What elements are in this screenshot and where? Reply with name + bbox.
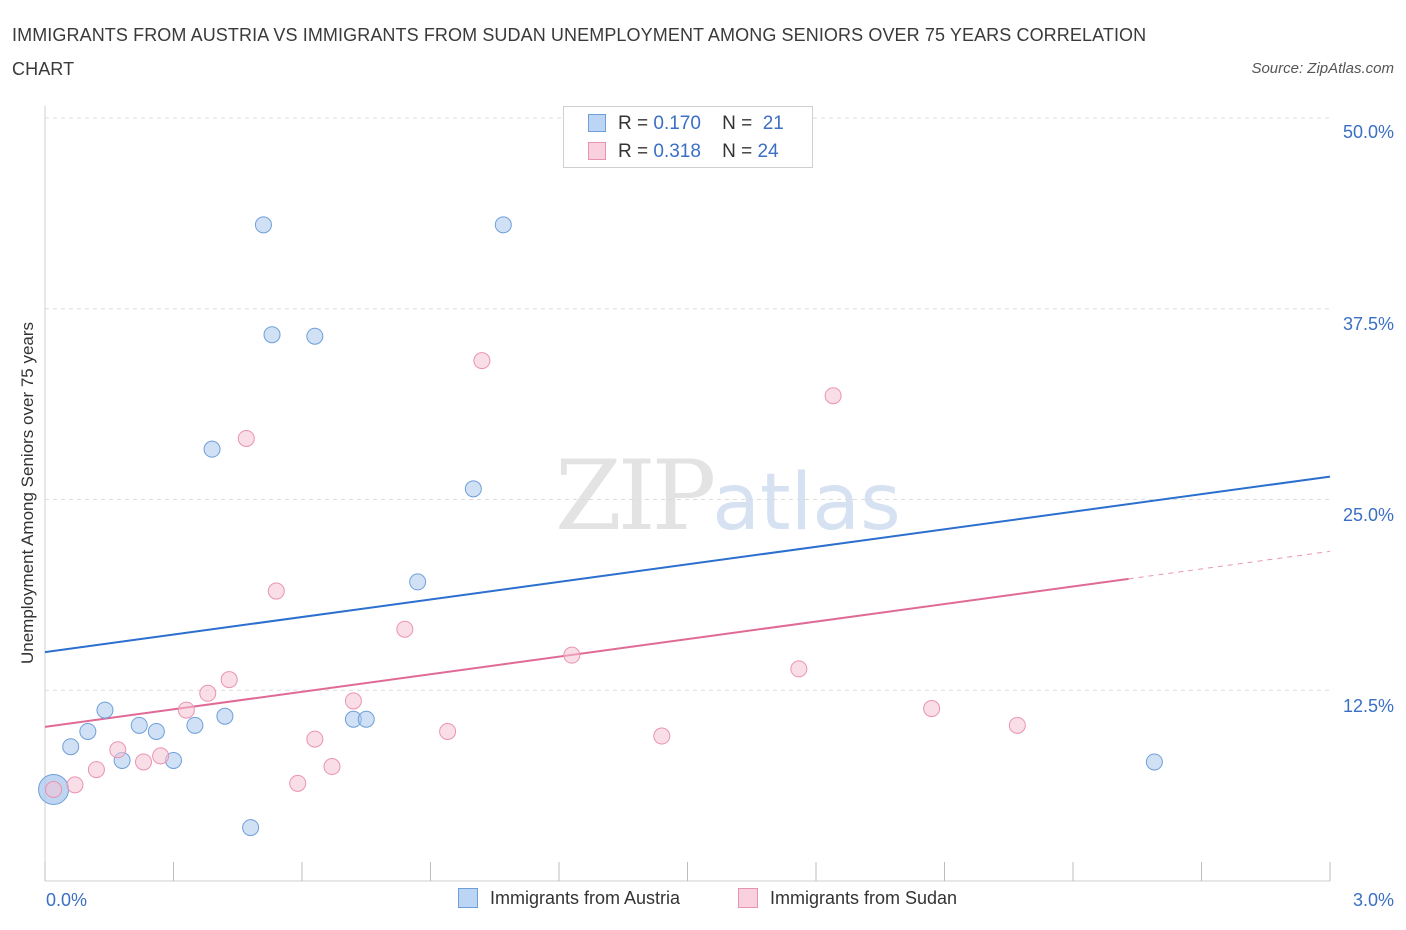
data-point-0-5 <box>130 716 148 734</box>
data-point-0-3 <box>96 701 114 719</box>
data-point-1-0 <box>45 780 63 798</box>
data-points <box>38 216 1163 837</box>
chart-title: IMMIGRANTS FROM AUSTRIA VS IMMIGRANTS FR… <box>12 25 1147 79</box>
data-point-1-15 <box>396 620 414 638</box>
legend-n-value: 24 <box>757 141 779 162</box>
data-point-0-18 <box>464 480 482 498</box>
y-tick-label-50: 50.0% <box>1342 122 1394 142</box>
data-point-0-2 <box>79 722 97 740</box>
data-point-1-3 <box>109 741 127 759</box>
x-tick-label-max: 3.0% <box>1352 890 1394 910</box>
data-point-1-17 <box>473 352 491 370</box>
data-point-1-23 <box>1008 716 1026 734</box>
legend-r-value: 0.318 <box>653 141 701 162</box>
series-swatch-austria <box>458 888 478 908</box>
data-point-0-17 <box>409 573 427 591</box>
watermark-main: ZIP <box>555 440 716 552</box>
legend-r-label: R = <box>618 141 649 162</box>
data-point-1-22 <box>923 700 941 718</box>
data-point-0-11 <box>242 819 260 837</box>
data-point-1-2 <box>87 761 105 779</box>
data-point-0-16 <box>357 710 375 728</box>
data-point-1-13 <box>323 758 341 776</box>
legend-swatch-austria <box>588 114 606 132</box>
data-point-0-13 <box>263 326 281 344</box>
source-label: Source: ZipAtlas.com <box>1251 60 1394 77</box>
data-point-0-12 <box>254 216 272 234</box>
series-swatch-sudan <box>738 888 758 908</box>
stats-legend: R = 0.170 N = 21 R = 0.318 N = 24 <box>563 106 813 168</box>
series-legend-austria: Immigrants from Austria <box>458 888 680 909</box>
data-point-1-20 <box>790 660 808 678</box>
data-point-0-14 <box>306 327 324 345</box>
series-label-sudan: Immigrants from Sudan <box>770 888 958 908</box>
trend-lines <box>44 475 1331 728</box>
trend-line-dashed-1 <box>1128 550 1331 580</box>
data-point-1-7 <box>199 684 217 702</box>
watermark-sub: atlas <box>712 458 901 548</box>
legend-r-label: R = <box>618 113 649 134</box>
data-point-1-19 <box>653 727 671 745</box>
axes <box>44 106 1331 882</box>
y-tick-label-25: 25.0% <box>1342 505 1394 525</box>
data-point-0-1 <box>62 738 80 756</box>
trend-line-0 <box>44 475 1331 654</box>
data-point-0-10 <box>216 707 234 725</box>
data-point-1-4 <box>135 753 153 771</box>
data-point-1-9 <box>237 429 255 447</box>
legend-n-label: N = <box>722 113 753 134</box>
y-tick-label-37-5: 37.5% <box>1342 314 1394 334</box>
series-label-austria: Immigrants from Austria <box>490 888 681 908</box>
legend-swatch-sudan <box>588 142 606 160</box>
data-point-1-14 <box>344 692 362 710</box>
data-point-1-21 <box>824 387 842 405</box>
y-tick-label-12-5: 12.5% <box>1342 696 1394 716</box>
data-point-1-5 <box>152 747 170 765</box>
legend-r-value: 0.170 <box>653 113 701 134</box>
legend-row-austria: R = 0.170 N = 21 <box>588 113 784 141</box>
data-point-1-12 <box>306 730 324 748</box>
data-point-0-20 <box>1145 753 1163 771</box>
data-point-1-1 <box>66 776 84 794</box>
data-point-1-10 <box>267 582 285 600</box>
legend-row-sudan: R = 0.318 N = 24 <box>588 141 779 169</box>
legend-n-label: N = <box>722 141 753 162</box>
data-point-1-16 <box>439 722 457 740</box>
data-point-1-11 <box>289 774 307 792</box>
data-point-0-19 <box>494 216 512 234</box>
watermark: ZIPatlas <box>555 440 901 552</box>
data-point-1-8 <box>220 671 238 689</box>
data-point-0-6 <box>147 722 165 740</box>
x-tick-label-min: 0.0% <box>46 890 88 910</box>
data-point-0-8 <box>186 716 204 734</box>
data-point-1-18 <box>563 646 581 664</box>
trend-line-1 <box>44 577 1129 728</box>
data-point-1-6 <box>177 701 195 719</box>
series-legend-sudan: Immigrants from Sudan <box>738 888 957 909</box>
gridlines <box>45 117 1330 691</box>
data-point-0-9 <box>203 440 221 458</box>
legend-n-value: 21 <box>762 113 784 134</box>
